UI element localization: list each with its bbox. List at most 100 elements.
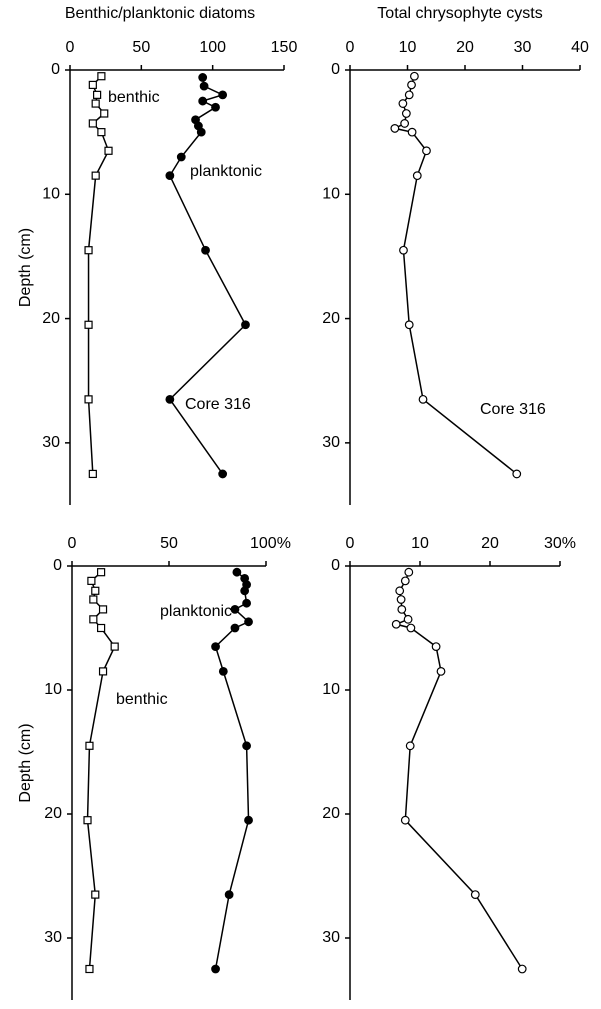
marker-square	[88, 119, 97, 128]
marker-square	[96, 623, 106, 633]
marker-circle	[395, 586, 405, 596]
marker-circle	[397, 605, 407, 614]
series-label: benthic	[108, 89, 160, 106]
y-tick-label: 20	[42, 310, 60, 327]
series-label: benthic	[116, 691, 168, 708]
y-axis-label: Depth (cm)	[17, 723, 34, 802]
marker-circle	[412, 171, 422, 181]
y-tick-label: 30	[42, 434, 60, 451]
marker-square	[84, 395, 93, 404]
y-tick-label: 20	[322, 310, 340, 327]
series-line	[214, 571, 250, 970]
x-tick-label: 100%	[250, 535, 291, 552]
y-tick-label: 20	[322, 805, 340, 822]
marker-circle	[517, 964, 527, 974]
marker-circle	[230, 623, 240, 633]
marker-circle	[407, 80, 416, 90]
marker-circle	[218, 90, 228, 100]
marker-circle	[211, 642, 220, 651]
series-label: planktonic	[160, 603, 232, 620]
marker-circle	[396, 595, 406, 604]
marker-circle	[406, 623, 416, 633]
x-tick-label: 40	[571, 39, 589, 56]
marker-circle	[431, 642, 441, 651]
marker-square	[84, 320, 93, 329]
marker-circle	[232, 567, 242, 577]
series-line	[168, 77, 247, 475]
x-tick-label: 50	[160, 535, 178, 552]
y-tick-label: 30	[322, 434, 340, 451]
y-tick-label: 10	[322, 186, 340, 203]
y-tick-label: 0	[53, 557, 62, 574]
marker-circle	[165, 394, 175, 404]
series-label: planktonic	[190, 163, 262, 180]
marker-square	[88, 469, 97, 479]
marker-circle	[218, 469, 228, 479]
marker-square	[91, 99, 100, 108]
marker-square	[87, 576, 96, 585]
marker-circle	[230, 605, 240, 614]
marker-square	[84, 246, 93, 255]
marker-circle	[224, 890, 234, 899]
x-tick-label: 10	[399, 39, 417, 56]
marker-circle	[199, 81, 209, 91]
x-tick-label: 50	[132, 39, 150, 56]
marker-circle	[399, 245, 408, 255]
marker-circle	[165, 171, 175, 181]
y-tick-label: 20	[44, 805, 62, 822]
marker-circle	[410, 71, 419, 81]
marker-square	[98, 667, 108, 676]
y-tick-label: 0	[331, 61, 340, 78]
y-tick-label: 10	[44, 681, 62, 698]
marker-circle	[244, 815, 253, 825]
marker-square	[91, 586, 100, 595]
series-line	[393, 571, 523, 970]
x-tick-label: 30	[514, 39, 532, 56]
y-tick-label: 10	[42, 186, 60, 203]
marker-circle	[422, 146, 431, 156]
x-tick-label: 20	[481, 535, 499, 552]
marker-square	[89, 615, 98, 624]
marker-circle	[176, 152, 186, 162]
y-tick-label: 0	[331, 557, 340, 574]
y-tick-label: 30	[44, 929, 62, 946]
marker-circle	[404, 90, 414, 100]
marker-circle	[242, 598, 252, 608]
marker-circle	[240, 586, 250, 596]
x-tick-label: 20	[456, 39, 474, 56]
marker-circle	[201, 245, 210, 255]
marker-circle	[241, 320, 250, 330]
marker-circle	[390, 124, 400, 133]
marker-square	[100, 109, 109, 118]
marker-circle	[436, 667, 446, 676]
x-tick-label: 100	[199, 39, 226, 56]
x-tick-label: 10	[411, 535, 429, 552]
marker-circle	[211, 964, 220, 974]
marker-circle	[244, 617, 253, 627]
marker-circle	[196, 127, 206, 137]
marker-circle	[398, 99, 408, 108]
marker-circle	[418, 394, 428, 404]
marker-circle	[404, 320, 414, 330]
x-tick-label: 150	[271, 39, 298, 56]
annotation: Core 316	[185, 396, 251, 413]
marker-square	[91, 171, 100, 180]
marker-square	[104, 146, 113, 155]
y-tick-label: 30	[322, 929, 340, 946]
marker-circle	[198, 96, 208, 106]
marker-square	[83, 816, 92, 825]
marker-circle	[211, 102, 220, 112]
x-tick-label: 0	[66, 39, 75, 56]
y-tick-label: 10	[322, 681, 340, 698]
x-tick-label: 0	[346, 39, 355, 56]
marker-square	[97, 72, 106, 81]
marker-circle	[400, 815, 410, 825]
marker-square	[97, 128, 106, 137]
x-tick-label: 0	[346, 535, 355, 552]
marker-circle	[400, 119, 410, 128]
marker-square	[85, 741, 94, 750]
marker-circle	[470, 890, 480, 899]
marker-square	[93, 90, 102, 99]
x-tick-label: 30%	[544, 535, 576, 552]
